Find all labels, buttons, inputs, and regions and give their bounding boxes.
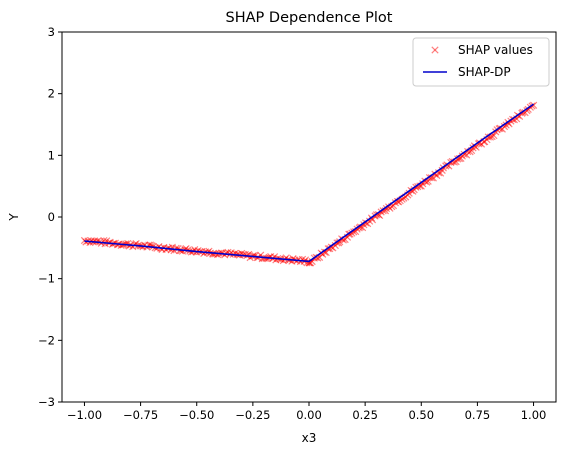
y-axis-label: Y — [7, 213, 21, 222]
chart-title: SHAP Dependence Plot — [226, 10, 393, 26]
x-tick-label: 0.50 — [408, 408, 434, 422]
y-tick-label: −1 — [38, 272, 55, 286]
shap-value-point — [510, 116, 518, 124]
y-tick-label: 3 — [48, 25, 55, 39]
y-tick-label: 0 — [48, 210, 55, 224]
x-tick-label: −1.00 — [67, 408, 102, 422]
x-tick-label: 0.75 — [465, 408, 491, 422]
x-tick-label: 0.25 — [352, 408, 378, 422]
x-axis-label: x3 — [302, 431, 317, 445]
y-tick-label: 1 — [48, 148, 55, 162]
y-tick-label: −3 — [38, 395, 55, 409]
legend: SHAP values SHAP-DP — [412, 37, 550, 87]
shap-value-point — [356, 223, 365, 231]
shap-dp-line — [84, 103, 535, 263]
legend-label-shap-dp: SHAP-DP — [458, 65, 511, 79]
x-tick-label: 0.00 — [296, 408, 322, 422]
plot-frame — [61, 31, 557, 403]
y-tick-label: −2 — [38, 333, 55, 347]
legend-label-shap-values: SHAP values — [458, 43, 533, 57]
y-tick-label: 2 — [48, 87, 55, 101]
legend-box — [412, 37, 550, 87]
x-tick-label: −0.75 — [123, 408, 158, 422]
legend-marker-shap-values — [431, 46, 439, 54]
shap-value-point — [249, 252, 258, 260]
x-tick-label: −0.25 — [235, 408, 270, 422]
x-tick-label: 1.00 — [521, 408, 547, 422]
x-tick-label: −0.50 — [179, 408, 214, 422]
shap-value-point — [530, 101, 538, 109]
